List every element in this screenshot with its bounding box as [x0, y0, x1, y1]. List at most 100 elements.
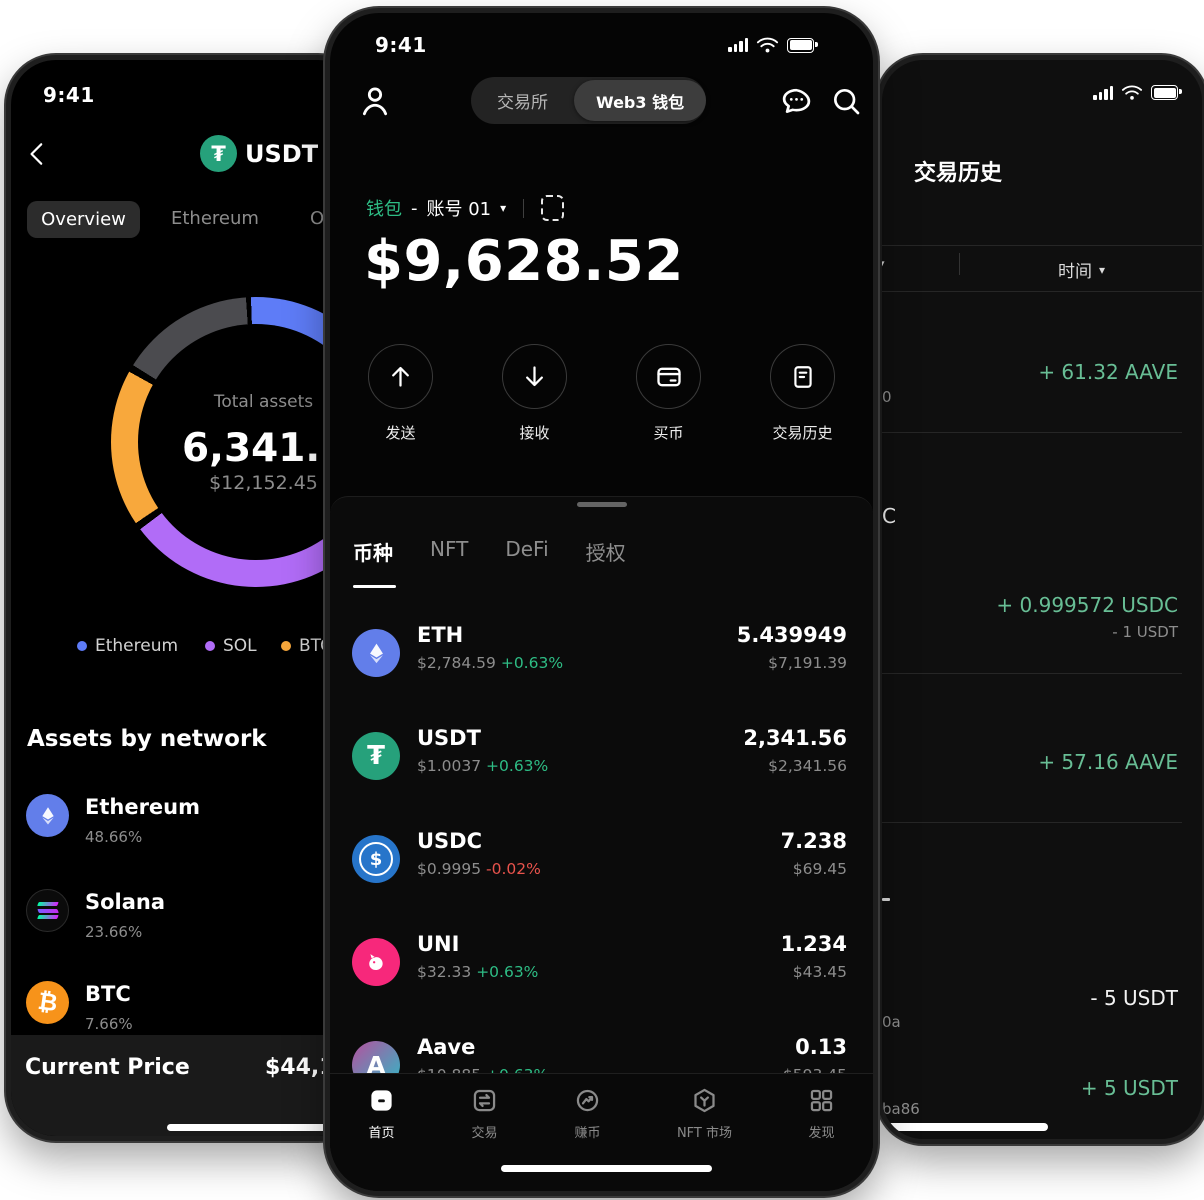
- network-row-ethereum[interactable]: Ethereum 48.66%: [26, 794, 356, 846]
- tether-icon: ₮: [200, 135, 237, 172]
- status-icons: [1093, 84, 1182, 101]
- arrow-down-icon: [526, 366, 543, 387]
- bottom-nav: 首页 交易 赚币 NFT 市场 发现: [330, 1073, 873, 1191]
- chat-icon: [782, 88, 811, 113]
- tab-exchange[interactable]: 交易所: [497, 93, 548, 113]
- tx-fragment: 0a: [882, 1013, 901, 1031]
- tab-web3-wallet[interactable]: Web3 钱包: [574, 80, 707, 121]
- back-chevron-icon: [30, 143, 43, 165]
- page-title: USDT: [245, 140, 319, 168]
- sort-by-time[interactable]: 时间 ▾: [1058, 262, 1106, 282]
- tx-fragment: 0: [882, 388, 892, 406]
- buy-crypto-button[interactable]: 买币: [636, 344, 701, 443]
- tx-amount[interactable]: + 61.32 AAVE: [1038, 360, 1178, 384]
- right-phone: 交易历史 ▾ 时间 ▾ + 61.32 AAVE 0 C + 0.999572 …: [877, 55, 1204, 1144]
- eth-icon: [352, 629, 400, 677]
- wallet-selector[interactable]: 钱包 - 账号 01 ▾: [366, 195, 565, 221]
- tx-amount[interactable]: - 5 USDT: [1090, 986, 1178, 1010]
- wifi-icon: [1121, 85, 1143, 100]
- token-row-eth[interactable]: ETH $2,784.59 +0.63% 5.439949 $7,191.39: [352, 601, 847, 705]
- tab-approvals[interactable]: 授权: [585, 541, 626, 565]
- solana-icon: [26, 889, 69, 932]
- legend-dot-ethereum: [77, 641, 87, 651]
- back-button[interactable]: [25, 140, 51, 168]
- chat-button[interactable]: [780, 84, 813, 118]
- trade-icon: [473, 1089, 496, 1112]
- legend-dot-btc: [281, 641, 291, 651]
- nav-earn[interactable]: 赚币: [574, 1087, 601, 1191]
- center-phone: 9:41 交易所 Web3 钱包 钱包 - 账号 01 ▾ $9,628.52 …: [325, 8, 878, 1196]
- tx-amount[interactable]: + 0.999572 USDC: [996, 593, 1178, 617]
- token-row-usdt[interactable]: ₮ USDT $1.0037 +0.63% 2,341.56 $2,341.56: [352, 704, 847, 808]
- search-button[interactable]: [830, 85, 862, 117]
- donut-center-subvalue: $12,152.45: [209, 472, 318, 494]
- battery-icon: [1151, 85, 1182, 100]
- signal-icon: [1093, 85, 1113, 100]
- receive-button[interactable]: 接收: [502, 344, 567, 443]
- active-tab-underline: [353, 585, 396, 588]
- token-row-uni[interactable]: UNI $32.33 +0.63% 1.234 $43.45: [352, 910, 847, 1014]
- legend-item-ethereum: Ethereum: [77, 636, 178, 656]
- current-price-bar: Current Price $44,12: [11, 1035, 363, 1136]
- change-up: +0.63%: [476, 963, 539, 981]
- nav-home[interactable]: 首页: [368, 1087, 395, 1191]
- usdt-icon: ₮: [352, 732, 400, 780]
- network-row-solana[interactable]: Solana 23.66%: [26, 889, 356, 941]
- tx-amount[interactable]: + 5 USDT: [1080, 1076, 1178, 1100]
- home-indicator[interactable]: [167, 1124, 363, 1131]
- tx-amount[interactable]: + 57.16 AAVE: [1038, 750, 1178, 774]
- person-icon: [362, 87, 388, 116]
- tx-secondary: - 1 USDT: [1112, 623, 1178, 641]
- home-indicator[interactable]: [501, 1165, 712, 1172]
- filter-left-caret[interactable]: ▾: [878, 257, 885, 272]
- tx-fragment: ba86: [882, 1100, 920, 1118]
- account-label: 账号 01: [426, 199, 492, 220]
- text-fragment-dash: [882, 898, 890, 901]
- change-up: +0.63%: [500, 654, 564, 672]
- chevron-down-icon: ▾: [1099, 262, 1106, 277]
- battery-icon: [787, 37, 818, 53]
- section-title: Assets by network: [27, 726, 267, 752]
- token-row-usdc[interactable]: $ USDC $0.9995 -0.02% 7.238 $69.45: [352, 807, 847, 911]
- status-time: 9:41: [375, 33, 427, 57]
- nft-icon: [694, 1088, 715, 1113]
- legend-item-sol: SOL: [205, 636, 257, 656]
- wallet-label: 钱包: [366, 199, 402, 220]
- ethereum-icon: [26, 794, 69, 837]
- home-indicator[interactable]: [882, 1123, 1048, 1131]
- search-icon: [834, 89, 860, 115]
- history-button[interactable]: 交易历史: [770, 344, 835, 443]
- nav-trade[interactable]: 交易: [471, 1087, 498, 1191]
- wifi-icon: [756, 37, 779, 53]
- total-balance: $9,628.52: [364, 229, 684, 294]
- tab-defi[interactable]: DeFi: [505, 537, 549, 561]
- drag-handle[interactable]: [577, 502, 627, 507]
- send-button[interactable]: 发送: [368, 344, 433, 443]
- page-title: 交易历史: [914, 161, 1003, 186]
- change-up: +0.63%: [486, 757, 549, 775]
- uni-icon: [352, 938, 400, 986]
- card-icon: [656, 367, 681, 386]
- tab-nft[interactable]: NFT: [430, 537, 469, 561]
- action-row: 发送 接收 买币 交易历史: [330, 344, 873, 443]
- usdc-icon: $: [352, 835, 400, 883]
- donut-center-label: Total assets: [213, 392, 314, 412]
- network-row-btc[interactable]: ₿ BTC 7.66%: [26, 981, 356, 1033]
- signal-icon: [728, 38, 748, 52]
- status-icons: [728, 36, 818, 54]
- divider: [523, 198, 525, 218]
- filter-divider: [959, 253, 960, 275]
- tab-ethereum[interactable]: Ethereum: [171, 208, 259, 229]
- tab-overview[interactable]: Overview: [27, 201, 140, 238]
- nav-nft-market[interactable]: NFT 市场: [677, 1087, 732, 1191]
- left-phone: 9:41 ₮ USDT Overview Ethereum O Total as…: [6, 55, 368, 1141]
- home-icon: [371, 1090, 392, 1111]
- profile-button[interactable]: [358, 83, 392, 119]
- tab-coins[interactable]: 币种: [353, 541, 393, 565]
- nav-discover[interactable]: 发现: [808, 1087, 835, 1191]
- sheet-tabs: 币种 NFT DeFi 授权: [353, 537, 626, 566]
- tx-title-fragment: C: [882, 504, 896, 528]
- btc-icon: ₿: [26, 981, 69, 1024]
- scan-icon[interactable]: [541, 195, 565, 221]
- tab-chain-partial[interactable]: O: [310, 208, 325, 229]
